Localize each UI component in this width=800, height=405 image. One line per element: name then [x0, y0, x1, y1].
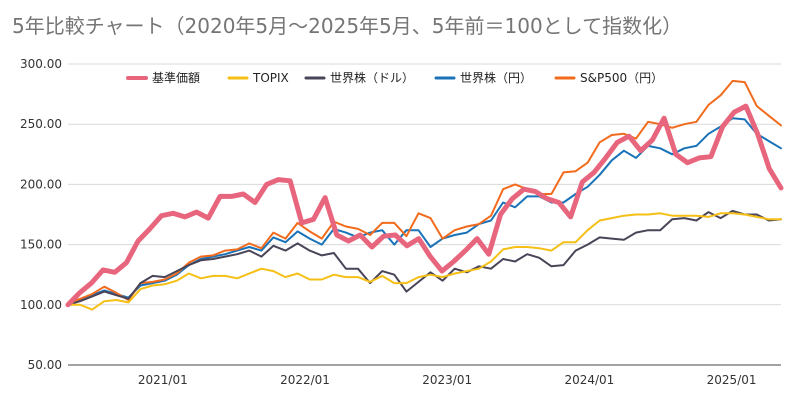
legend-label: 世界株（円）: [460, 70, 532, 85]
x-tick-label: 2022/01: [280, 373, 330, 387]
series-lines: [65, 79, 784, 311]
series-line-1: [67, 79, 782, 305]
series-line-2: [67, 209, 782, 306]
legend-label: S&P500（円）: [580, 71, 663, 85]
y-tick-label: 150.00: [20, 238, 62, 252]
x-tick-label: 2024/01: [564, 373, 614, 387]
y-tick-label: 200.00: [20, 177, 62, 191]
legend-label: 基準価額: [152, 70, 200, 85]
legend: 基準価額 TOPIX 世界株（ドル） 世界株（円） S&P500（円）: [126, 70, 663, 85]
series-line-3: [67, 212, 782, 311]
x-axis-ticks: 2021/01 2022/01 2023/01 2024/01 2025/01: [138, 373, 757, 387]
y-axis-ticks: 50.00 100.00 150.00 200.00 250.00 300.00: [20, 57, 62, 372]
y-tick-label: 100.00: [20, 298, 62, 312]
series-line-4: [65, 103, 784, 308]
y-tick-label: 50.00: [28, 358, 62, 372]
x-tick-label: 2023/01: [422, 373, 472, 387]
y-tick-label: 250.00: [20, 117, 62, 131]
x-tick-label: 2025/01: [707, 373, 757, 387]
y-tick-label: 300.00: [20, 57, 62, 71]
legend-label: TOPIX: [252, 71, 289, 85]
legend-label: 世界株（ドル）: [330, 70, 414, 85]
x-tick-label: 2021/01: [138, 373, 188, 387]
chart-title: 5年比較チャート（2020年5月～2025年5月、5年前＝100として指数化）: [12, 14, 682, 38]
